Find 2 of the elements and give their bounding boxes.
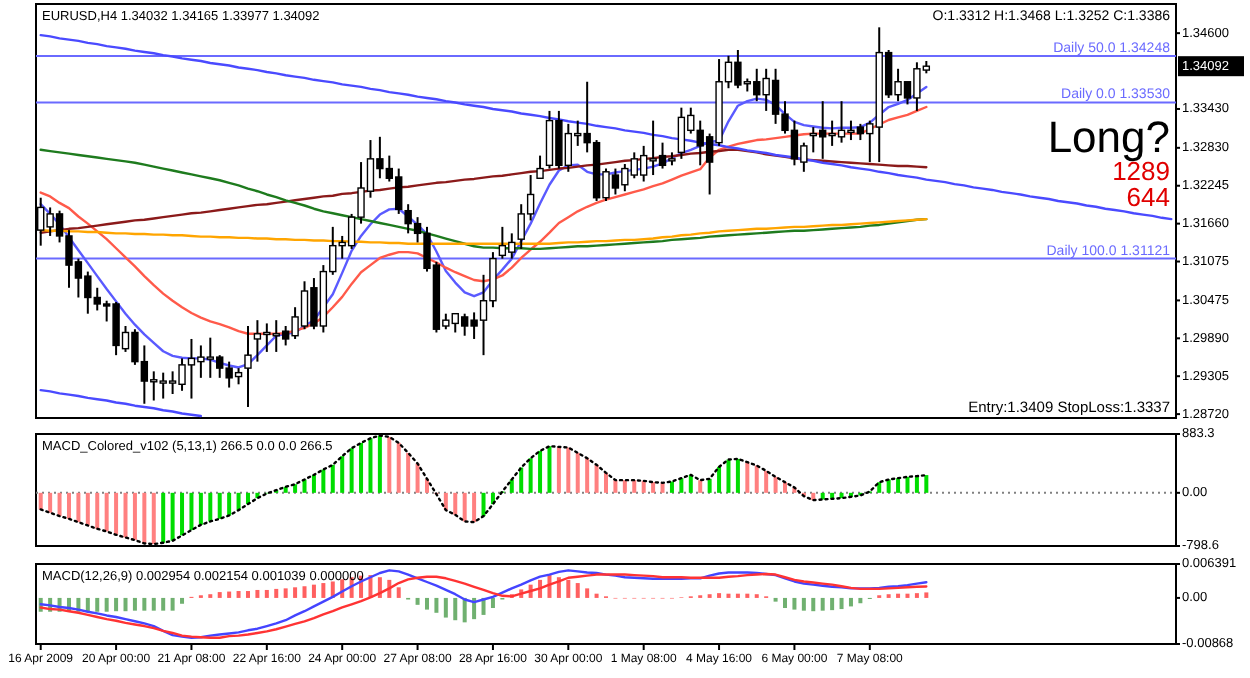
- annotation: Long?: [1047, 112, 1170, 162]
- annotation: 644: [1126, 182, 1170, 212]
